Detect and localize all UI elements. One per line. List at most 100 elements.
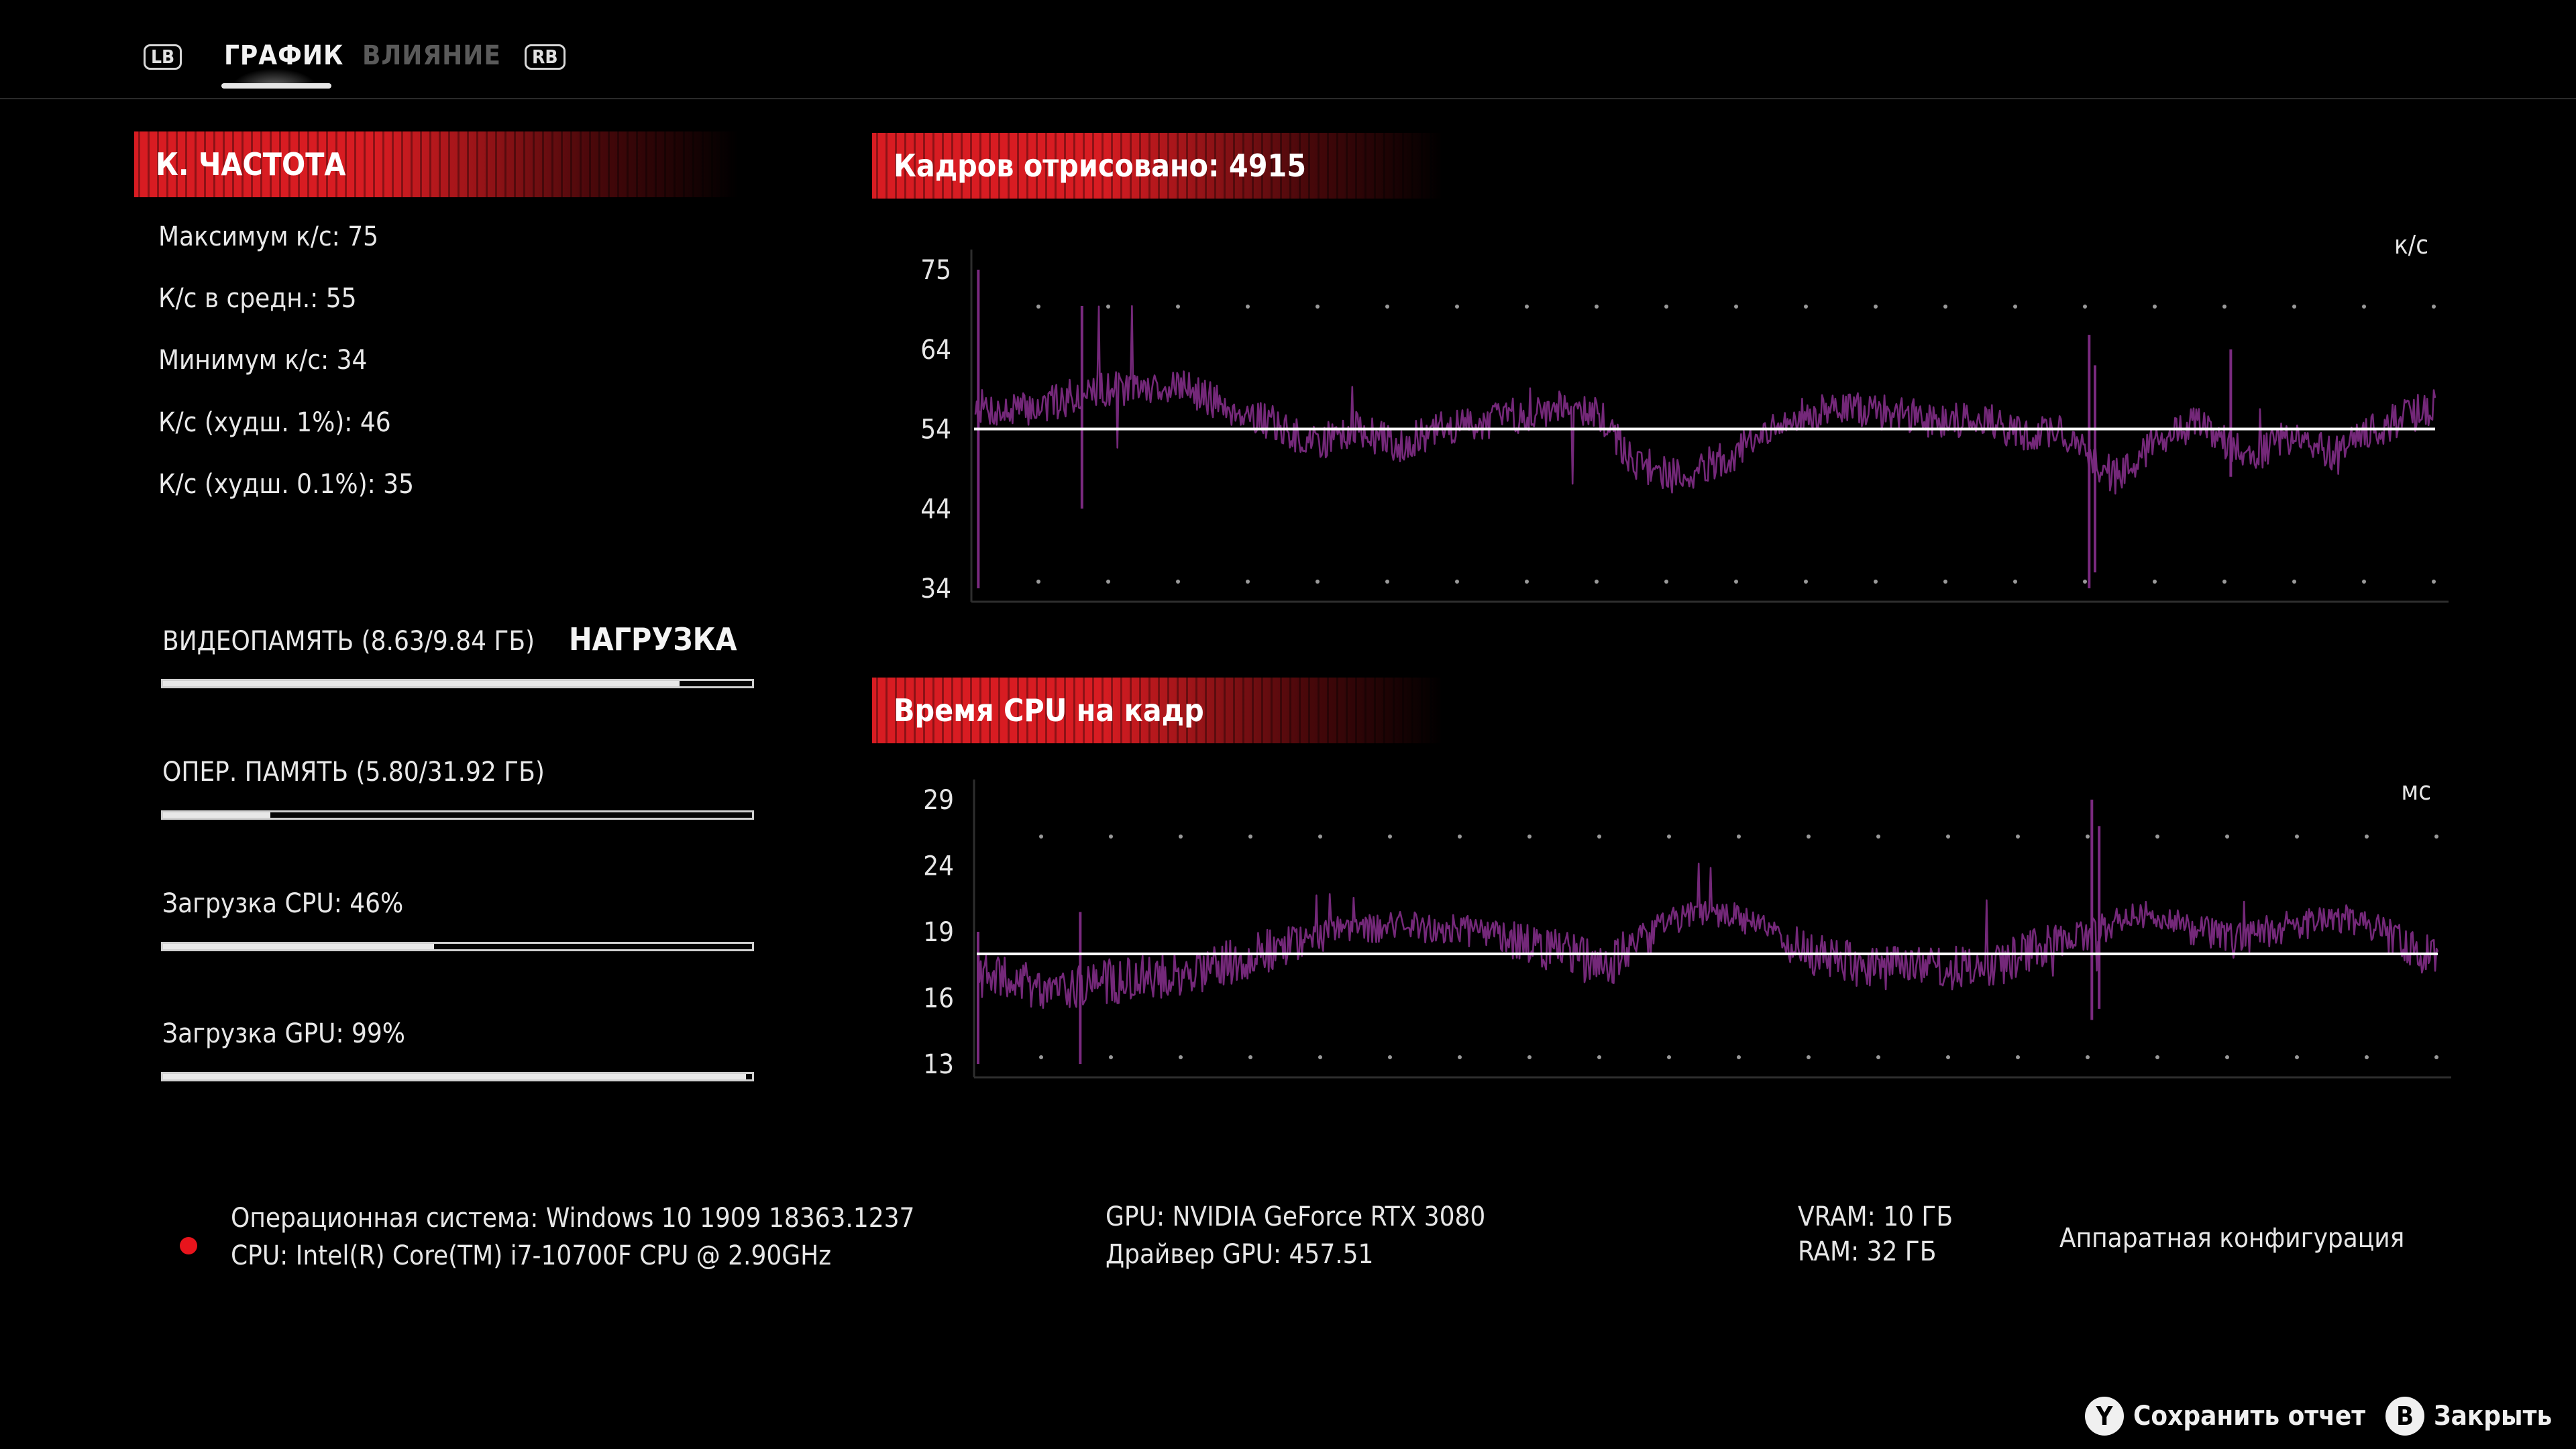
grid-dot <box>2013 305 2017 309</box>
grid-dot <box>2295 835 2299 839</box>
grid-dot <box>1876 835 1880 839</box>
load-title: НАГРУЗКА <box>569 621 737 657</box>
grid-dot <box>1455 580 1459 584</box>
grid-dot <box>2155 1055 2159 1059</box>
grid-dot <box>1804 305 1808 309</box>
grid-dot <box>2222 580 2226 584</box>
framerate-title: К. ЧАСТОТА <box>156 146 346 182</box>
y-tick-label: 19 <box>923 917 954 948</box>
grid-dot <box>1109 1055 1113 1059</box>
grid-dot <box>1109 835 1113 839</box>
grid-dot <box>1734 305 1738 309</box>
grid-dot <box>1388 1055 1392 1059</box>
grid-dot <box>1874 305 1878 309</box>
y-button-icon: Y <box>2085 1397 2124 1436</box>
lb-bumper-icon[interactable]: LB <box>144 44 182 70</box>
y-tick-label: 13 <box>923 1049 954 1080</box>
grid-dot <box>2083 580 2087 584</box>
grid-dot <box>1597 835 1601 839</box>
b-button-icon: B <box>2385 1397 2424 1436</box>
tab-active-indicator <box>221 83 331 89</box>
grid-dot <box>1664 580 1668 584</box>
grid-dot <box>1106 580 1110 584</box>
status-dot-icon <box>180 1237 197 1254</box>
grid-dot <box>2432 580 2436 584</box>
close-button[interactable]: B Закрыть <box>2385 1397 2552 1436</box>
y-tick-label: 44 <box>920 494 951 525</box>
grid-dot <box>2016 835 2020 839</box>
cpu-info: CPU: Intel(R) Core(TM) i7-10700F CPU @ 2… <box>231 1240 832 1271</box>
grid-dot <box>1458 1055 1462 1059</box>
grid-dot <box>2013 580 2017 584</box>
ram-label: ОПЕР. ПАМЯТЬ (5.80/31.92 ГБ) <box>162 757 545 788</box>
tab-bar <box>0 0 2576 99</box>
low-01-fps: К/с (худш. 0.1%): 35 <box>158 469 414 500</box>
grid-dot <box>1667 835 1671 839</box>
gpu-load-bar-fill <box>163 1074 747 1079</box>
grid-dot <box>2153 580 2157 584</box>
grid-dot <box>1106 305 1110 309</box>
grid-dot <box>1176 580 1180 584</box>
hardware-config-link[interactable]: Аппаратная конфигурация <box>2059 1223 2405 1254</box>
grid-dot <box>1737 1055 1741 1059</box>
grid-dot <box>2086 835 2090 839</box>
grid-dot <box>2086 1055 2090 1059</box>
grid-dot <box>1664 305 1668 309</box>
save-report-button[interactable]: Y Сохранить отчет <box>2085 1397 2365 1436</box>
grid-dot <box>1595 305 1599 309</box>
grid-dot <box>1667 1055 1671 1059</box>
grid-dot <box>1388 835 1392 839</box>
grid-dot <box>1179 1055 1183 1059</box>
cpu-load-bar-fill <box>163 944 434 949</box>
grid-dot <box>2225 1055 2229 1059</box>
series-line <box>974 305 2436 495</box>
grid-dot <box>2016 1055 2020 1059</box>
grid-dot <box>2362 305 2366 309</box>
ram-bar-fill <box>163 812 270 818</box>
grid-dot <box>1527 835 1532 839</box>
gpu-driver-info: Драйвер GPU: 457.51 <box>1106 1239 1374 1270</box>
os-info: Операционная система: Windows 10 1909 18… <box>231 1203 915 1234</box>
grid-dot <box>1943 580 1947 584</box>
grid-dot <box>2292 305 2296 309</box>
grid-dot <box>2222 305 2226 309</box>
grid-dot <box>2155 835 2159 839</box>
grid-dot <box>1455 305 1459 309</box>
grid-dot <box>1734 580 1738 584</box>
y-tick-label: 29 <box>923 785 954 816</box>
grid-dot <box>1036 305 1040 309</box>
cpu-chart-header: Время CPU на кадр <box>872 678 1442 743</box>
save-report-label: Сохранить отчет <box>2133 1401 2366 1432</box>
close-label: Закрыть <box>2434 1401 2553 1432</box>
grid-dot <box>1039 835 1043 839</box>
grid-dot <box>2225 835 2229 839</box>
tab-impact[interactable]: ВЛИЯНИЕ <box>362 40 501 71</box>
grid-dot <box>1036 580 1040 584</box>
grid-dot <box>2365 1055 2369 1059</box>
gpu-load-bar <box>161 1072 754 1081</box>
grid-dot <box>1946 835 1950 839</box>
grid-dot <box>1876 1055 1880 1059</box>
cpu-chart-title: Время CPU на кадр <box>894 692 1204 729</box>
grid-dot <box>2365 835 2369 839</box>
y-tick-label: 54 <box>920 415 951 445</box>
cpu-time-chart: 29 24 19 16 13 мс <box>923 776 2451 1080</box>
grid-dot <box>2362 580 2366 584</box>
grid-dot <box>1248 1055 1252 1059</box>
grid-dot <box>2153 305 2157 309</box>
rb-bumper-icon[interactable]: RB <box>525 44 566 70</box>
y-tick-label: 24 <box>923 851 954 882</box>
y-tick-label: 75 <box>920 255 951 286</box>
tab-graph[interactable]: ГРАФИК <box>224 40 344 71</box>
grid-dot <box>1595 580 1599 584</box>
grid-dot <box>1458 835 1462 839</box>
y-tick-label: 64 <box>920 335 951 366</box>
grid-dot <box>1385 305 1389 309</box>
grid-dot <box>1246 580 1250 584</box>
avg-fps: К/с в средн.: 55 <box>158 283 357 314</box>
grid-dot <box>1385 580 1389 584</box>
vram-label: ВИДЕОПАМЯТЬ (8.63/9.84 ГБ) <box>162 626 535 657</box>
grid-dot <box>1804 580 1808 584</box>
grid-dot <box>2434 835 2438 839</box>
gpu-load-label: Загрузка GPU: 99% <box>162 1018 405 1049</box>
